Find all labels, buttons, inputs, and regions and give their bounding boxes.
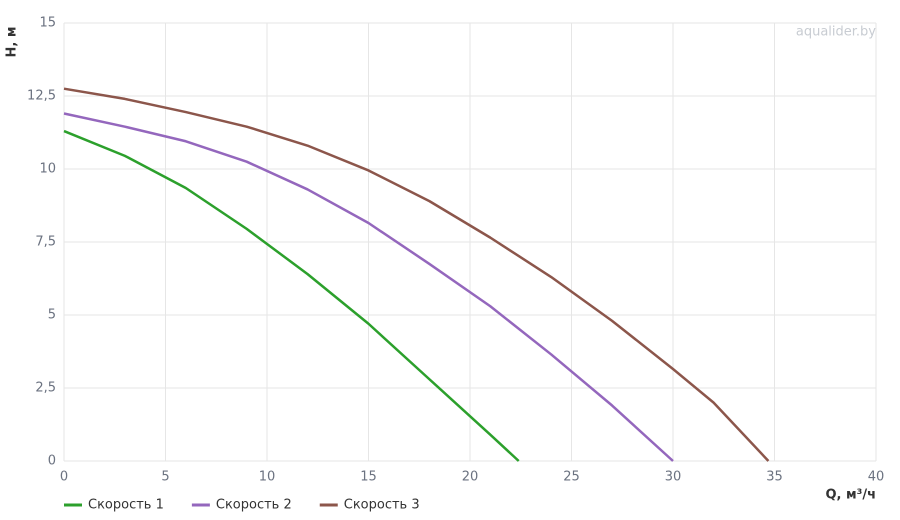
x-tick-label: 30 — [665, 470, 682, 485]
y-tick-label: 2,5 — [35, 381, 56, 396]
legend-label: Скорость 1 — [88, 498, 164, 513]
x-tick-label: 25 — [563, 470, 580, 485]
y-tick-label: 0 — [48, 454, 56, 469]
series-line — [63, 112, 674, 462]
x-tick-label: 15 — [360, 470, 377, 485]
x-tick-label: 5 — [161, 470, 169, 485]
y-tick-label: 12,5 — [27, 89, 56, 104]
watermark: aqualider.by — [796, 25, 876, 40]
x-tick-label: 20 — [462, 470, 479, 485]
x-tick-label: 0 — [60, 470, 68, 485]
series-line — [63, 87, 770, 462]
y-tick-label: 7,5 — [35, 235, 56, 250]
y-tick-label: 10 — [39, 162, 56, 177]
y-tick-label: 15 — [39, 16, 56, 31]
x-tick-label: 35 — [766, 470, 783, 485]
legend-label: Скорость 2 — [216, 498, 292, 513]
y-tick-label: 5 — [48, 308, 56, 323]
x-tick-label: 40 — [868, 470, 885, 485]
x-tick-label: 10 — [259, 470, 276, 485]
legend-label: Скорость 3 — [344, 498, 420, 513]
x-axis-title: Q, м³/ч — [825, 488, 876, 503]
series-line — [63, 129, 520, 462]
y-axis-title: H, м — [5, 27, 20, 58]
